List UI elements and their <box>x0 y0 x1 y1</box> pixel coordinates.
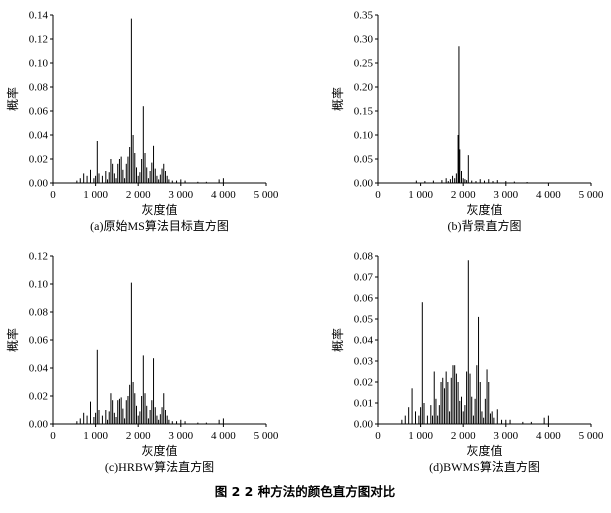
y-tick-label: 0.03 <box>354 356 374 368</box>
x-tick-label: 5 000 <box>579 189 604 201</box>
y-tick-label: 0.00 <box>29 419 49 431</box>
x-tick-label: 2 000 <box>126 430 151 442</box>
y-tick-label: 0.06 <box>354 293 374 305</box>
chart-panel-1: 0.00 0.02 0.04 0.06 0.08 0.10 0.12 0.14 0 1 000 2 … <box>5 10 279 234</box>
x-tick-label: 3 000 <box>493 189 518 201</box>
x-tick-label: 0 <box>50 430 56 442</box>
x-tick-label: 2 000 <box>451 430 476 442</box>
y-tick-label: 0.15 <box>354 106 374 118</box>
x-axis-label: 灰度值 <box>141 443 177 458</box>
y-axis-label: 概率 <box>5 328 20 352</box>
x-tick-label: 4 000 <box>211 189 236 201</box>
y-tick-label: 0.02 <box>29 391 48 403</box>
panel-caption: (b)背景直方图 <box>448 218 522 233</box>
x-tick-label: 3 000 <box>493 430 518 442</box>
y-tick-label: 0.12 <box>29 251 48 263</box>
y-tick-label: 0.02 <box>354 377 373 389</box>
x-tick-label: 3 000 <box>168 189 193 201</box>
y-tick-label: 0.04 <box>29 130 49 142</box>
x-tick-label: 1 000 <box>408 430 433 442</box>
chart-panel-3: 0.00 0.02 0.04 0.06 0.08 0.10 0.12 0 1 000 2 000 3… <box>5 251 279 475</box>
x-tick-label: 5 000 <box>254 430 279 442</box>
x-tick-label: 0 <box>50 189 56 201</box>
x-axis-label: 灰度值 <box>466 443 502 458</box>
y-tick-label: 0.07 <box>354 272 374 284</box>
x-axis-label: 灰度值 <box>466 202 502 217</box>
y-tick-label: 0.12 <box>29 34 48 46</box>
x-tick-label: 0 <box>375 189 381 201</box>
y-tick-label: 0.00 <box>29 178 49 190</box>
figure-caption: 图 2 2 种方法的颜色直方图对比 <box>215 484 396 499</box>
y-tick-label: 0.05 <box>354 154 374 166</box>
y-tick-label: 0.14 <box>29 10 49 22</box>
y-tick-label: 0.10 <box>29 58 49 70</box>
y-tick-label: 0.00 <box>354 419 374 431</box>
x-tick-label: 2 000 <box>126 189 151 201</box>
x-tick-label: 1 000 <box>83 189 108 201</box>
y-tick-label: 0.00 <box>354 178 374 190</box>
y-tick-label: 0.20 <box>354 82 374 94</box>
x-tick-label: 4 000 <box>211 430 236 442</box>
x-tick-label: 5 000 <box>579 430 604 442</box>
y-axis-label: 概率 <box>330 328 345 352</box>
y-tick-label: 0.02 <box>29 154 48 166</box>
y-tick-label: 0.30 <box>354 34 374 46</box>
panel-caption: (c)HRBW算法直方图 <box>105 459 214 474</box>
x-axis-label: 灰度值 <box>141 202 177 217</box>
x-tick-label: 1 000 <box>83 430 108 442</box>
x-tick-label: 5 000 <box>254 189 279 201</box>
x-tick-label: 4 000 <box>536 430 561 442</box>
y-tick-label: 0.25 <box>354 58 374 70</box>
x-tick-label: 3 000 <box>168 430 193 442</box>
y-tick-label: 0.35 <box>354 10 374 22</box>
y-tick-label: 0.10 <box>354 130 374 142</box>
chart-panel-2: 0.00 0.05 0.10 0.15 0.20 0.25 0.30 0.35 0 1 000 2 … <box>330 10 604 234</box>
chart-panel-4: 0.00 0.01 0.02 0.03 0.04 0.05 0.06 0.07 0.08 0 1 0… <box>330 251 604 475</box>
y-tick-label: 0.08 <box>29 307 49 319</box>
y-tick-label: 0.01 <box>354 398 373 410</box>
y-tick-label: 0.06 <box>29 106 49 118</box>
y-axis-label: 概率 <box>5 87 20 111</box>
y-axis-label: 概率 <box>330 87 345 111</box>
y-tick-label: 0.08 <box>354 251 374 263</box>
y-tick-label: 0.05 <box>354 314 374 326</box>
y-tick-label: 0.08 <box>29 82 49 94</box>
x-tick-label: 2 000 <box>451 189 476 201</box>
panel-caption: (a)原始MS算法目标直方图 <box>90 218 229 233</box>
y-tick-label: 0.10 <box>29 279 49 291</box>
x-tick-label: 1 000 <box>408 189 433 201</box>
panel-caption: (d)BWMS算法直方图 <box>429 459 540 474</box>
y-tick-label: 0.04 <box>29 363 49 375</box>
y-tick-label: 0.06 <box>29 335 49 347</box>
x-tick-label: 0 <box>375 430 381 442</box>
y-tick-label: 0.04 <box>354 335 374 347</box>
x-tick-label: 4 000 <box>536 189 561 201</box>
